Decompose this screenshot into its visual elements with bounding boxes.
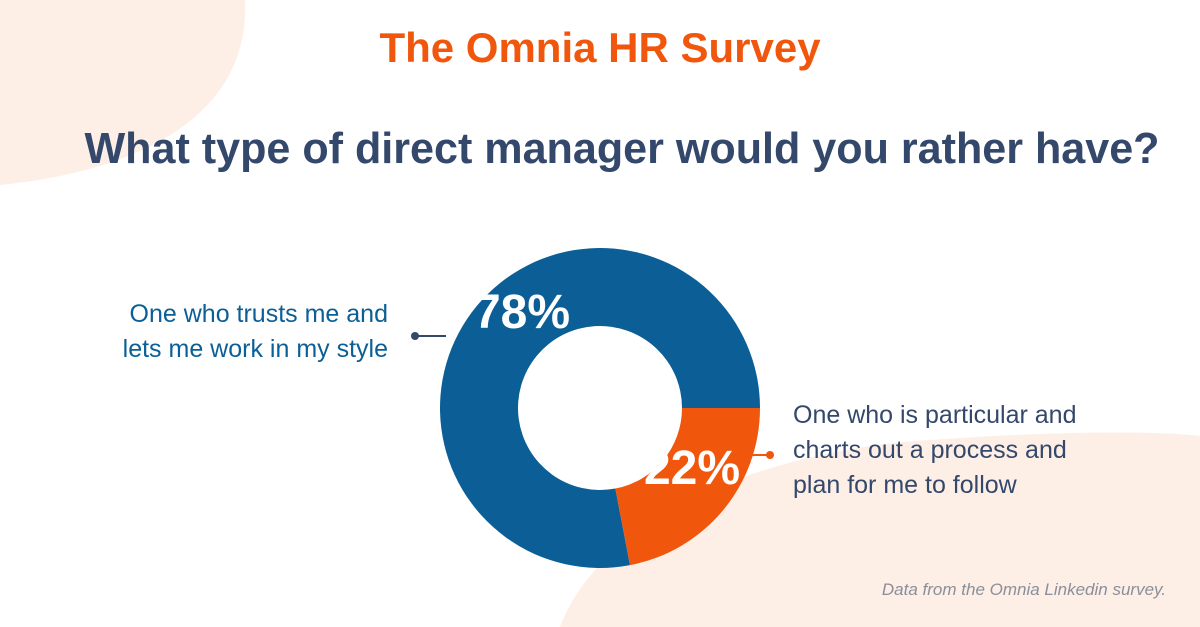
donut-slice — [440, 248, 760, 568]
donut-slice — [615, 408, 760, 566]
leader-dot — [766, 451, 774, 459]
chart-subtitle: What type of direct manager would you ra… — [85, 124, 1160, 173]
category-label: One who is particular and charts out a p… — [793, 401, 1077, 499]
bg-blob — [560, 432, 1200, 627]
bg-blob — [0, 0, 246, 185]
leader-dot — [411, 332, 419, 340]
chart-title: The Omnia HR Survey — [379, 24, 821, 71]
value-label: 22% — [644, 442, 740, 495]
category-label: One who trusts me and lets me work in my… — [122, 300, 388, 363]
source-note: Data from the Omnia Linkedin survey. — [881, 580, 1166, 599]
value-label: 78% — [474, 286, 570, 339]
